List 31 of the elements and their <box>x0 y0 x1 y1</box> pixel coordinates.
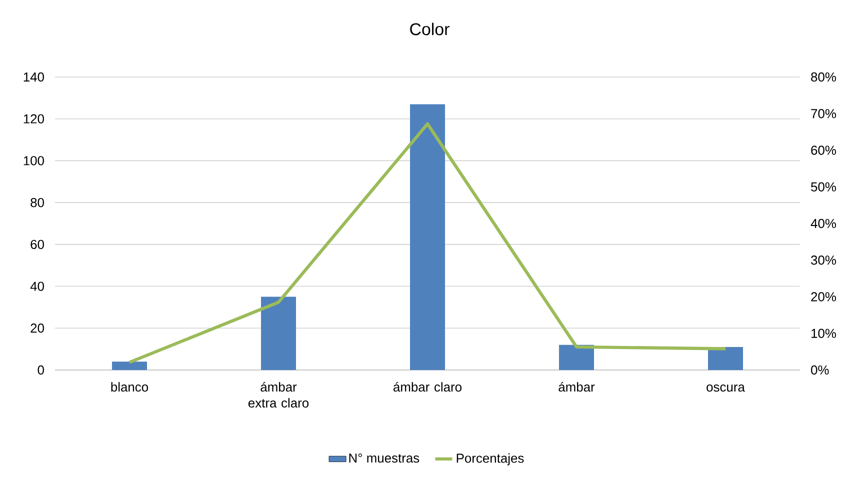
bar <box>410 104 446 370</box>
line-series <box>128 122 728 364</box>
x-tick-label: oscura <box>706 384 745 392</box>
y2-tick-label: 60% <box>811 146 836 155</box>
y2-tick-label: 30% <box>811 256 836 265</box>
legend-label: N° muestras <box>349 453 420 463</box>
x-tick-label: blanco <box>111 382 148 392</box>
y-tick-label: 140 <box>24 72 44 82</box>
x-tick-label: ámbar <box>558 382 595 392</box>
y2-tick-label: 0% <box>811 365 829 375</box>
bar <box>112 362 147 370</box>
y2-tick-label: 20% <box>811 292 836 302</box>
y-tick-label: 120 <box>24 114 44 124</box>
chart-title: Color <box>410 22 450 36</box>
y2-tick-label: 80% <box>811 72 836 82</box>
y-tick-label: 80 <box>30 198 44 208</box>
legend-label: Porcentajes <box>456 453 524 466</box>
y2-tick-label: 70% <box>811 109 836 118</box>
y-tick-label: 20 <box>30 324 44 333</box>
x-tick-label: ámbar extra claro <box>248 382 309 408</box>
y2-tick-label: 10% <box>812 328 836 338</box>
y-tick-label: 0 <box>38 365 44 375</box>
y-tick-label: 60 <box>30 240 44 250</box>
x-tick-label: ámbar claro <box>394 382 462 392</box>
bar <box>261 296 296 370</box>
y-tick-label: 40 <box>30 282 44 291</box>
bar <box>708 346 744 370</box>
y2-tick-label: 40% <box>810 218 836 228</box>
y2-tick-label: 50% <box>811 182 836 192</box>
bar <box>559 344 594 370</box>
y-tick-label: 100 <box>24 156 44 166</box>
